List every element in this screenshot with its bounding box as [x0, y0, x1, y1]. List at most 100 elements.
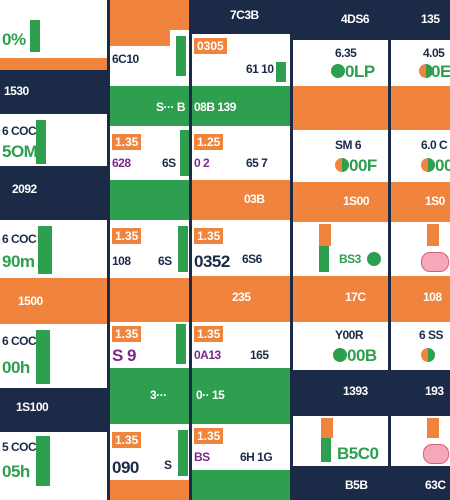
cell[interactable]: B5C0: [293, 416, 388, 466]
cell-code: 4.05: [423, 46, 445, 60]
cell[interactable]: 0305 61 10: [192, 34, 290, 86]
cell[interactable]: [110, 278, 190, 322]
cell[interactable]: [0, 58, 108, 70]
column-header-label: 135: [421, 12, 440, 26]
row-header: [293, 86, 388, 130]
row-header-label: 235: [232, 290, 251, 304]
cell-value: 90m: [2, 252, 35, 271]
column-header: 4DS6: [293, 0, 388, 40]
cell[interactable]: 1.35 628 6S: [110, 126, 190, 180]
cell-value: 00h: [2, 358, 30, 377]
cell[interactable]: [192, 470, 290, 500]
orange-bar: [427, 418, 439, 438]
row-header-label: S··· B: [156, 100, 186, 114]
green-bar: [321, 438, 331, 462]
cell[interactable]: 6.0 C 00: [391, 130, 450, 182]
green-bar: [38, 226, 52, 274]
status-dot: [421, 158, 435, 172]
green-bar: [276, 62, 286, 82]
cell-code: Y00R: [335, 328, 364, 342]
cell-value: 00: [435, 156, 450, 175]
column-divider: [290, 0, 293, 500]
cell[interactable]: 6 COC 90m: [0, 220, 108, 278]
status-dot: [421, 348, 435, 362]
cell[interactable]: 5 COC 05h: [0, 432, 108, 500]
cell-code: 6 SS: [419, 328, 444, 342]
cell[interactable]: SM 6 00F: [293, 130, 388, 182]
cell-tag: 1.35: [194, 326, 224, 342]
cell[interactable]: 6 COC 00h: [0, 324, 108, 388]
cell-tag: 1.35: [112, 326, 142, 342]
cell-tag: 1.25: [194, 134, 224, 150]
cell[interactable]: Y00R 00B: [293, 322, 388, 370]
cell[interactable]: 1.25 0 2 65 7: [192, 126, 290, 180]
cell-value: S 9: [112, 346, 137, 365]
row-header-label: 0·· 15: [196, 388, 225, 402]
cell-code: 6 COC: [2, 232, 37, 246]
row-header: 2092: [0, 166, 108, 220]
row-header: 17C: [293, 276, 388, 322]
cell[interactable]: 6 COC 5OM: [0, 114, 108, 166]
cell[interactable]: 1.35 108 6S: [110, 220, 190, 278]
cell-side: 6S6: [242, 252, 262, 266]
status-pill: [423, 444, 449, 464]
cell-value: 00F: [349, 156, 377, 175]
green-bar: [319, 246, 329, 272]
column-header: 7C3B: [192, 0, 290, 34]
cell[interactable]: 0%: [0, 0, 108, 58]
column-divider: [388, 0, 391, 500]
green-bar: [178, 226, 188, 272]
cell-tag: 0305: [194, 38, 227, 54]
cell[interactable]: BS3: [293, 222, 388, 276]
column-3: 7C3B 0305 61 10 08B 139 1.25 0 2 65 7 03…: [192, 0, 290, 500]
row-header: 108: [391, 276, 450, 322]
cell-side: S: [164, 458, 172, 472]
green-bar: [176, 36, 186, 76]
cell[interactable]: [391, 86, 450, 130]
status-dot: [333, 348, 347, 362]
row-header-label: 1530: [4, 84, 29, 98]
row-header-label: 63C: [425, 478, 446, 492]
row-header-label: B5B: [345, 478, 368, 492]
cell[interactable]: 6C10: [110, 30, 190, 86]
column-4: 4DS6 6.35 0LP SM 6 00F 1S00 BS3 17C Y00R…: [293, 0, 388, 500]
cell[interactable]: [110, 0, 190, 30]
row-header: 03B: [192, 180, 290, 220]
cell-code: 6 COC: [2, 334, 37, 348]
cell[interactable]: 6.35 0LP: [293, 40, 388, 86]
status-pill: [421, 252, 449, 272]
cell-code: 6 COC: [2, 124, 37, 138]
green-bar: [176, 324, 186, 364]
row-header-label: 3···: [150, 388, 167, 402]
orange-bar: [110, 30, 170, 46]
row-header-label: 1393: [343, 384, 368, 398]
row-header-label: 193: [425, 384, 444, 398]
cell[interactable]: [110, 180, 190, 220]
cell[interactable]: 1.35 090 S: [110, 424, 190, 480]
row-header-label: 03B: [244, 192, 265, 206]
cell[interactable]: 1.35 S 9: [110, 322, 190, 368]
cell[interactable]: 1.35 0A13 165: [192, 322, 290, 368]
row-header: 1S100: [0, 388, 108, 432]
green-bar: [30, 20, 40, 52]
cell-code: SM 6: [335, 138, 362, 152]
cell[interactable]: [110, 480, 190, 500]
row-header: S··· B: [110, 86, 190, 126]
row-header: 63C: [391, 466, 450, 500]
cell-side: 165: [250, 348, 269, 362]
cell[interactable]: 1.35 BS 6H 1G: [192, 424, 290, 470]
cell[interactable]: 4.05 0E: [391, 40, 450, 86]
cell-value: 05h: [2, 462, 30, 481]
row-header-label: 1500: [18, 294, 43, 308]
orange-bar: [319, 224, 331, 246]
cell[interactable]: 1.35 0352 6S6: [192, 220, 290, 276]
column-5: 135 4.05 0E 6.0 C 00 1S0 108 6 SS 193 63…: [391, 0, 450, 500]
cell[interactable]: [391, 222, 450, 276]
row-header: 08B 139: [192, 86, 290, 126]
row-header: 1S0: [391, 182, 450, 222]
cell-value: 0 2: [194, 156, 210, 170]
cell-value: B5C0: [337, 444, 379, 463]
cell[interactable]: [391, 416, 450, 466]
status-dot: [419, 64, 433, 78]
cell[interactable]: 6 SS: [391, 322, 450, 370]
